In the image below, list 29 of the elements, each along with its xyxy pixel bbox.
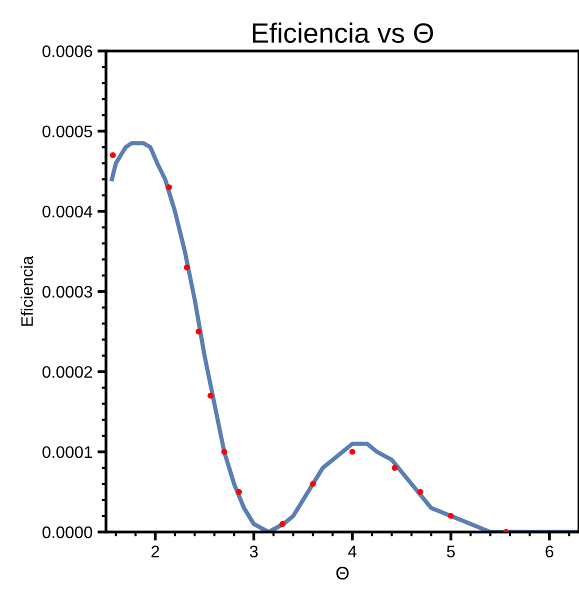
line-series [110, 141, 579, 532]
point [208, 392, 214, 399]
point [184, 264, 190, 270]
y-tick-label: 0.0006 [42, 45, 92, 58]
y-tick-label: 0.0002 [42, 366, 92, 378]
point [221, 448, 228, 455]
x-tick-label: 3 [250, 546, 258, 558]
point [310, 480, 316, 487]
point [349, 448, 356, 455]
point [392, 464, 398, 471]
point [166, 184, 172, 190]
point [110, 152, 116, 158]
y-tick-label: 0.0003 [42, 286, 92, 298]
point [448, 513, 454, 519]
chart-title: Eficiencia vs Θ [252, 22, 434, 43]
point [417, 488, 424, 495]
y-tick-label: 0.0004 [42, 206, 92, 218]
x-tick-label: 4 [348, 546, 356, 558]
y-tick-label: 0.0001 [42, 446, 92, 458]
point [279, 521, 286, 527]
x-axis-title: Θ [336, 566, 349, 580]
x-tick-label: 5 [446, 546, 455, 558]
y-tick-label: 0.0000 [42, 526, 92, 538]
y-axis-title: Eficiencia [20, 256, 33, 326]
x-tick-label: 2 [151, 546, 160, 558]
x-tick-label: 6 [546, 546, 554, 558]
y-tick-label: 0.0005 [42, 126, 92, 138]
point [196, 328, 202, 335]
point [236, 488, 242, 495]
